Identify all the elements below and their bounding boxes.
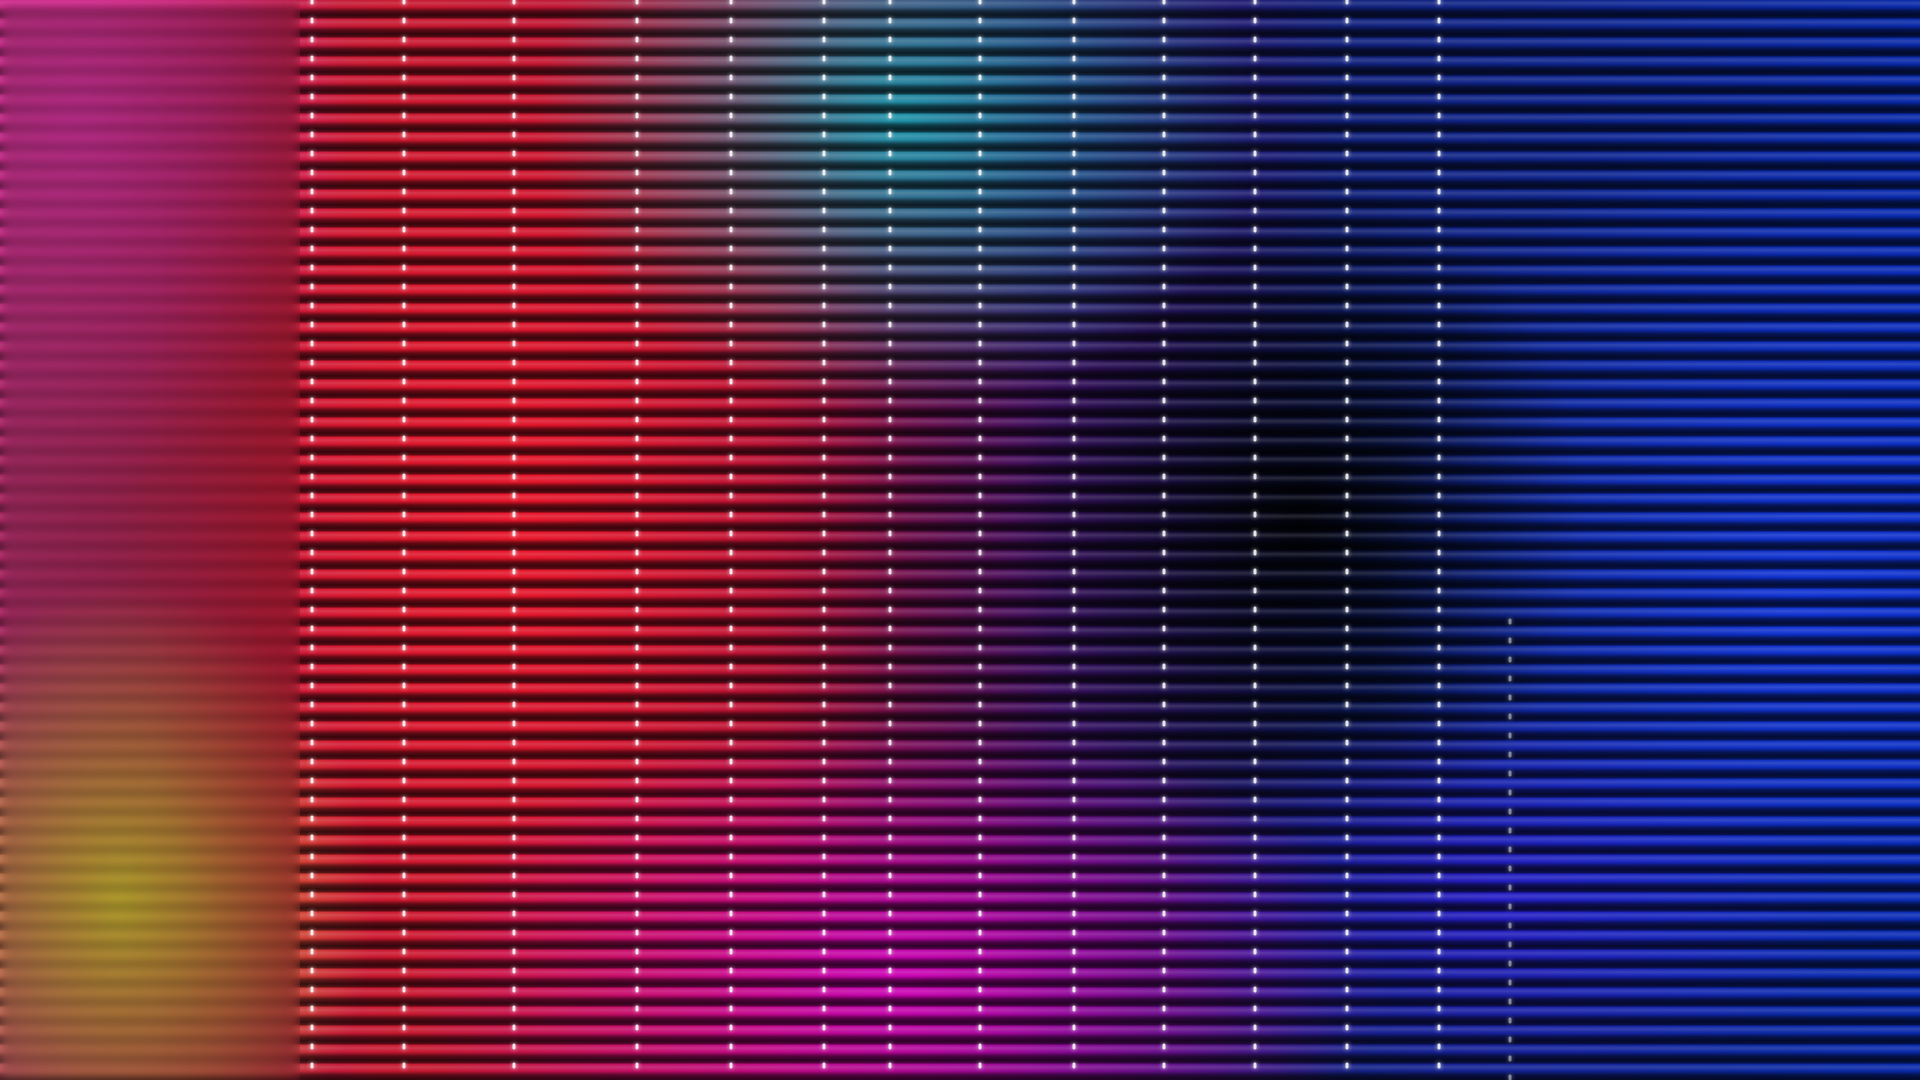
blurred-left <box>0 0 300 1080</box>
vertical-lights <box>310 0 1512 1080</box>
